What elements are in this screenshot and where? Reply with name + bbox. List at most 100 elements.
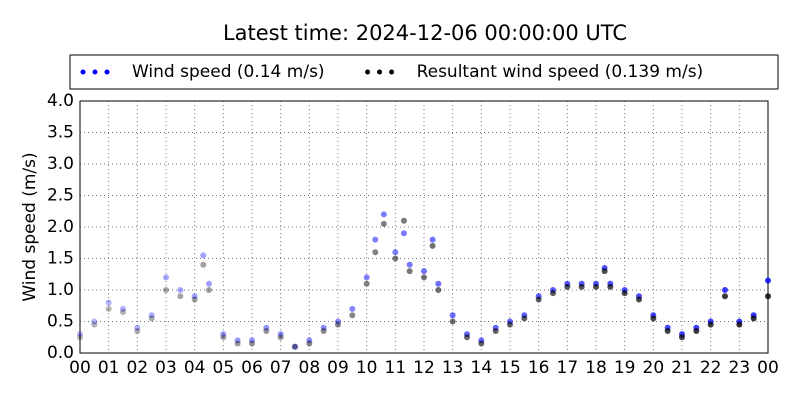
data-point: [177, 293, 184, 300]
data-point: [335, 318, 341, 325]
data-point: [722, 287, 728, 293]
data-point: [91, 321, 98, 328]
data-point: [492, 327, 499, 334]
x-tick-label: 08: [299, 358, 321, 378]
data-point: [177, 287, 184, 293]
data-point: [380, 211, 387, 218]
data-point: [120, 305, 126, 312]
data-point: [277, 331, 284, 338]
y-tick-label: 1.0: [47, 280, 74, 300]
data-point: [435, 287, 442, 293]
data-point: [91, 318, 98, 325]
y-axis-label: Wind speed (m/s): [20, 152, 40, 301]
data-point: [578, 283, 585, 290]
x-tick-label: 13: [442, 358, 464, 378]
data-point: [292, 343, 298, 350]
x-tick-label: 00: [69, 358, 91, 378]
x-tick-label: 04: [184, 358, 206, 378]
data-point: [750, 315, 757, 322]
data-point: [335, 321, 341, 328]
data-point: [392, 255, 399, 262]
legend-marker: [104, 69, 110, 75]
data-point: [564, 283, 571, 290]
data-point: [263, 324, 270, 331]
data-point: [707, 321, 714, 328]
data-point: [478, 340, 485, 347]
x-tick-label: 14: [471, 358, 493, 378]
data-point: [429, 242, 436, 249]
data-point: [372, 236, 379, 243]
data-point: [200, 252, 207, 259]
legend-label: Wind speed (0.14 m/s): [132, 62, 325, 82]
data-point: [105, 305, 112, 312]
x-tick-label: 12: [413, 358, 435, 378]
data-point: [220, 331, 227, 338]
x-tick-label: 20: [643, 358, 665, 378]
data-point: [206, 287, 212, 293]
x-tick-label: 11: [385, 358, 407, 378]
data-point: [191, 296, 198, 303]
data-point: [650, 315, 657, 322]
data-point: [664, 327, 671, 334]
data-point: [134, 324, 141, 331]
data-point: [148, 312, 155, 319]
data-point: [679, 334, 685, 341]
data-point: [277, 334, 284, 341]
legend-marker: [80, 69, 86, 75]
data-point: [134, 327, 141, 334]
legend-marker: [92, 69, 98, 75]
data-point: [320, 324, 327, 331]
data-point: [380, 220, 387, 227]
x-tick-label: 05: [213, 358, 235, 378]
x-tick-label: 16: [528, 358, 550, 378]
y-tick-label: 1.5: [47, 249, 74, 269]
data-point: [349, 305, 356, 312]
x-tick-label: 15: [499, 358, 521, 378]
data-point: [636, 296, 642, 303]
data-point: [722, 293, 728, 300]
y-tick-label: 3.5: [47, 123, 74, 143]
x-tick-label: 06: [241, 358, 263, 378]
data-point: [77, 331, 83, 338]
legend-marker: [365, 69, 371, 75]
x-tick-label: 21: [671, 358, 693, 378]
x-tick-label: 10: [356, 358, 378, 378]
y-tick-label: 3.0: [47, 154, 74, 174]
data-point: [163, 274, 169, 281]
data-point: [191, 293, 198, 300]
data-point: [363, 274, 370, 281]
data-point: [148, 315, 155, 322]
data-point: [406, 268, 413, 275]
data-point: [765, 277, 771, 284]
data-point: [535, 296, 542, 303]
data-point: [77, 334, 83, 341]
data-point: [306, 340, 313, 347]
plot-frame: [79, 100, 769, 354]
data-point: [429, 236, 436, 243]
data-point: [435, 280, 442, 287]
data-point: [349, 312, 356, 319]
x-tick-label: 02: [127, 358, 149, 378]
data-point: [607, 283, 614, 290]
data-point: [521, 315, 528, 322]
x-tick-label: 17: [557, 358, 579, 378]
data-point: [392, 249, 399, 256]
data-point: [292, 343, 298, 350]
legend-box: [69, 54, 779, 90]
data-point: [234, 340, 241, 347]
x-tick-label: 01: [98, 358, 120, 378]
x-tick-label: 23: [729, 358, 751, 378]
data-point: [249, 340, 255, 347]
data-point: [372, 249, 379, 256]
x-tick-label: 00: [757, 358, 779, 378]
data-point: [593, 283, 599, 290]
data-point: [220, 334, 227, 341]
y-tick-label: 2.5: [47, 186, 74, 206]
data-point: [601, 268, 608, 275]
data-point: [406, 261, 413, 268]
data-point: [120, 309, 126, 316]
data-point: [693, 327, 700, 334]
x-tick-label: 19: [614, 358, 636, 378]
data-point: [421, 274, 427, 281]
